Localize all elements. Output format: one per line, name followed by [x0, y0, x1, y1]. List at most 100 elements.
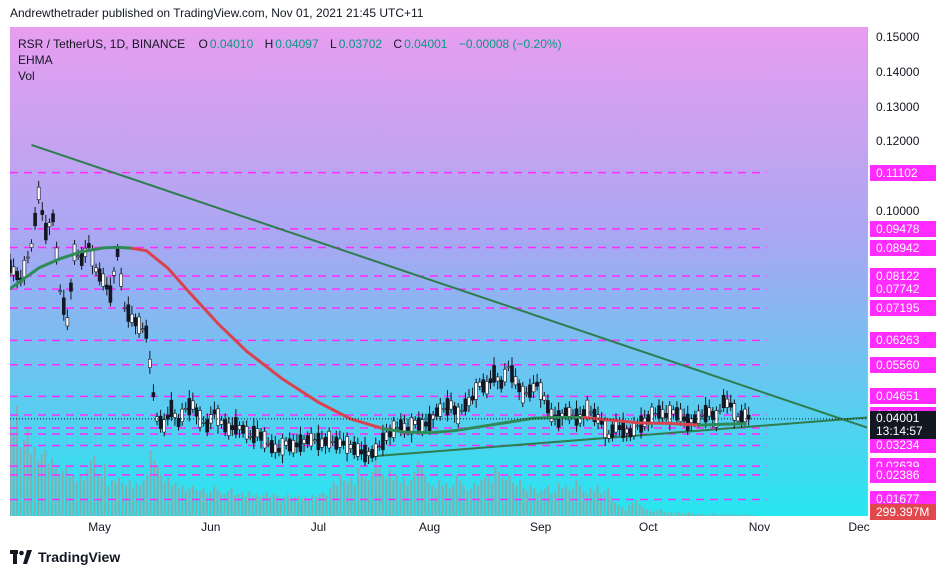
volume-bar [241, 492, 244, 516]
volume-bar [543, 488, 546, 516]
candle-body [664, 413, 668, 418]
volume-bar [381, 474, 384, 516]
candle-body [158, 415, 163, 429]
candle-body [524, 392, 529, 395]
volume-bar [286, 494, 289, 516]
volume-bar [402, 477, 405, 516]
volume-bar [413, 472, 416, 516]
ehma-segment [187, 290, 220, 326]
candle-body [481, 379, 486, 393]
candle-body [122, 307, 127, 310]
time-tick-label: May [88, 520, 111, 534]
volume-bar [244, 496, 247, 516]
price-tick-label: 0.13000 [876, 99, 920, 114]
candle-body [90, 249, 95, 267]
volume-bar [666, 513, 669, 516]
ehma-segment [281, 377, 320, 404]
candle-body [445, 398, 450, 416]
volume-bar [712, 513, 715, 516]
volume-bar [234, 495, 237, 516]
symbol-label[interactable]: RSR / TetherUS, 1D, BINANCE [18, 37, 186, 51]
volume-bar [191, 485, 194, 516]
price-tick-label: 0.14000 [876, 65, 920, 80]
time-axis[interactable]: May Jun Jul Aug Sep Oct Nov Dec [10, 516, 870, 540]
candle-body [492, 365, 496, 383]
volume-bar [367, 480, 370, 516]
candle-body [456, 406, 461, 425]
volume-bar [33, 447, 36, 516]
candle-body [589, 411, 593, 414]
candle-body [309, 433, 314, 447]
candle-body [15, 271, 19, 281]
candle-body [520, 385, 525, 404]
volume-bar [698, 513, 701, 516]
candle-body [485, 381, 489, 395]
ehma-segment [610, 418, 643, 425]
chart-plot-area[interactable]: RSR / TetherUS, 1D, BINANCE O 0.04010 H 0.… [10, 27, 867, 516]
candle-body [732, 403, 737, 421]
volume-bar [645, 509, 648, 516]
candle-body [506, 366, 511, 369]
footer-brand[interactable]: TradingView [10, 549, 120, 565]
candle-body [65, 317, 70, 327]
volume-bar [160, 474, 163, 516]
volume-bar [529, 485, 532, 516]
candle-body [345, 436, 349, 454]
candle-body [610, 424, 615, 438]
candle-body [463, 398, 468, 412]
volume-bar [617, 505, 620, 516]
candle-body [470, 395, 475, 401]
ehma-segment [37, 257, 62, 270]
volume-bar [610, 496, 613, 516]
volume-bar [575, 480, 578, 516]
candle-body [284, 440, 288, 446]
candle-body [237, 425, 242, 430]
candle-body [546, 400, 550, 414]
indicator-vol[interactable]: Vol [18, 69, 35, 83]
volume-bar [353, 485, 356, 516]
volume-bar [417, 461, 420, 516]
volume-bar [719, 514, 722, 516]
last-price-badge: 0.04001 13:14:57 [870, 410, 936, 439]
volume-bar [153, 461, 156, 516]
volume-bar [37, 461, 40, 516]
volume-bar [522, 488, 525, 516]
volume-bar [733, 514, 736, 516]
chart-svg[interactable] [10, 27, 867, 516]
candle-body [370, 449, 374, 459]
volume-bar [427, 483, 430, 516]
volume-bar [308, 499, 311, 516]
trendlines [31, 143, 867, 458]
volume-bar [607, 488, 610, 516]
volume-bar [360, 474, 363, 516]
candle-body [671, 409, 676, 415]
volume-bar [441, 485, 444, 516]
volume-bar [624, 510, 627, 516]
volume-bar [213, 485, 216, 516]
candle-body [252, 425, 256, 444]
indicator-ehma[interactable]: EHMA [18, 53, 53, 67]
candle-body [144, 325, 149, 339]
candle-body [653, 413, 658, 415]
candle-body [707, 407, 712, 417]
ehma-segment [316, 400, 353, 421]
volume-bar [378, 466, 381, 516]
candle-body [40, 210, 45, 215]
candle-body [739, 410, 744, 424]
volume-bar [125, 485, 128, 516]
candle-body [69, 282, 73, 292]
volume-bar [480, 480, 483, 516]
volume-bar [709, 514, 712, 516]
candle-body [51, 213, 55, 223]
volume-bar [540, 491, 543, 516]
high-value: 0.04097 [275, 37, 319, 51]
volume-bar [670, 511, 673, 516]
ehma-segment [349, 417, 385, 431]
time-tick-label: Jun [201, 520, 221, 534]
price-axis[interactable]: 0.15000 0.14000 0.13000 0.12000 0.10000 0.111… [867, 27, 940, 520]
ehma-segment [10, 266, 41, 291]
volume-bar [357, 467, 360, 516]
volume-bar [694, 514, 697, 516]
candle-body [567, 407, 572, 421]
candle-body [531, 383, 536, 393]
